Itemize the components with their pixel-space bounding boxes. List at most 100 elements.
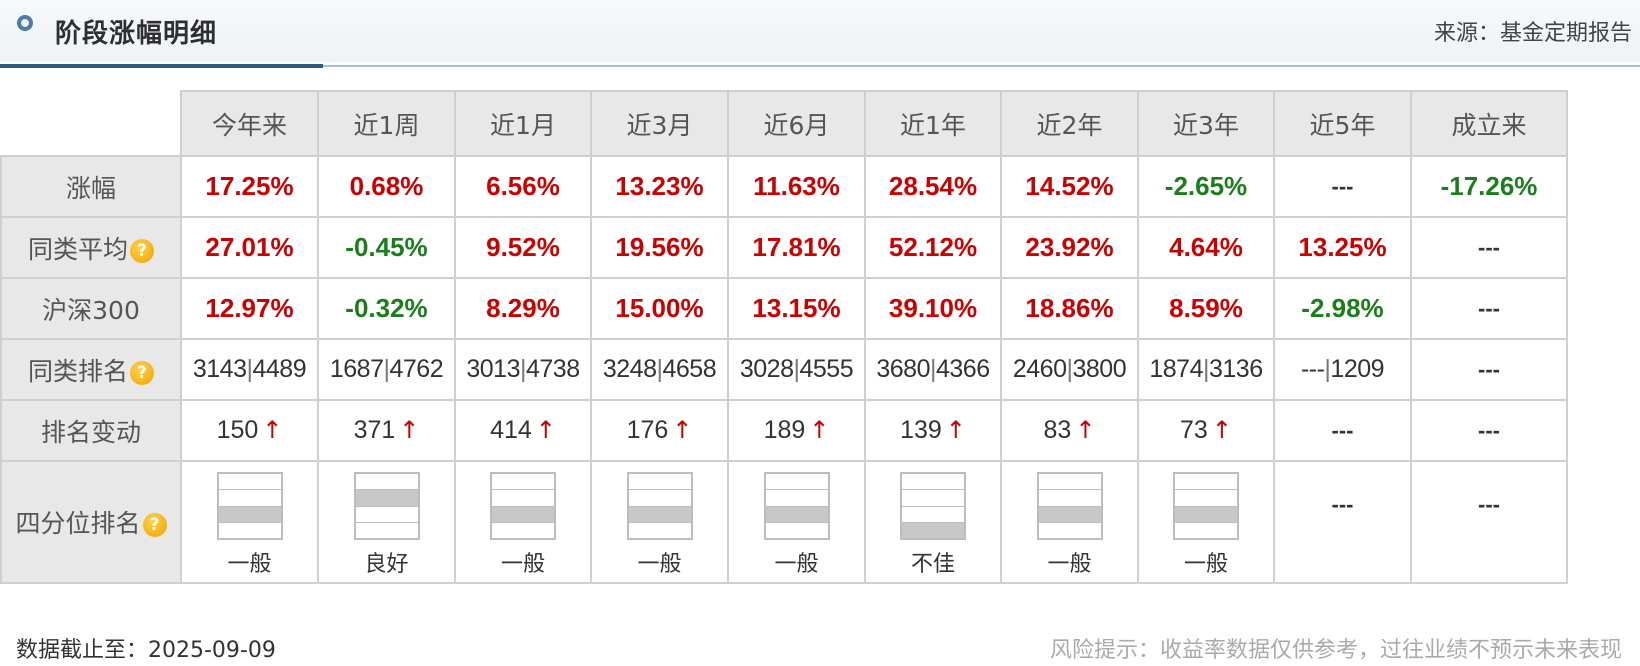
cell: -2.65% (1137, 155, 1275, 218)
row-label-gain: 涨幅 (0, 155, 182, 218)
up-arrow-icon: ↑ (1075, 416, 1096, 444)
table-header-row: 今年来 近1周 近1月 近3月 近6月 近1年 近2年 近3年 近5年 成立来 (0, 90, 1568, 157)
quartile-segment (218, 474, 281, 491)
rank-value: 3013|4738 (466, 355, 580, 383)
value: 8.59% (1169, 293, 1243, 323)
quartile-chart (763, 472, 830, 540)
cell: 52.12% (864, 216, 1002, 279)
data-source: 来源：基金定期报告 (1433, 21, 1632, 46)
table-row-quartile: 四分位排名? 一般 良好 一般 一般 一般 不佳 一般 一般 --- --- (0, 460, 1568, 584)
cell: --- (1410, 460, 1568, 584)
row-label-peer_rank: 同类排名? (0, 338, 182, 401)
quartile-segment (1038, 522, 1101, 538)
rank-position: 3013 (466, 355, 520, 383)
rank-total: 3136 (1209, 355, 1263, 383)
value: 189 (763, 416, 806, 444)
rank-separator: | (930, 355, 937, 383)
rank-separator: | (520, 355, 527, 383)
quartile-segment (355, 522, 418, 538)
row-label-rank_change: 排名变动 (0, 399, 182, 462)
rank-separator: | (793, 355, 801, 383)
rank-total: 4555 (799, 355, 854, 383)
value: 9.52% (486, 232, 560, 262)
value: --- (1478, 295, 1500, 321)
cell: 0.68% (317, 155, 456, 218)
quartile-segment (902, 506, 964, 523)
value: 28.54% (888, 171, 978, 201)
cell: 14.52% (1000, 155, 1139, 218)
cell: 一般 (180, 460, 319, 584)
up-arrow-icon: ↑ (535, 416, 556, 444)
value: 150 (216, 416, 259, 444)
rank-total: 4658 (662, 355, 717, 383)
quartile-label: 一般 (227, 552, 272, 577)
ring-icon (17, 15, 33, 31)
cell: 一般 (1000, 460, 1139, 584)
column-header: 近6月 (727, 90, 866, 157)
rank-separator: | (1203, 355, 1210, 383)
row-label-quartile: 四分位排名? (0, 460, 182, 584)
help-icon[interactable]: ? (142, 513, 167, 537)
cell: 23.92% (1000, 216, 1139, 279)
value: 13.15% (752, 293, 841, 323)
rank-position: 1874 (1149, 355, 1203, 383)
cell: 27.01% (180, 216, 319, 279)
cell: 良好 (317, 460, 456, 584)
help-icon[interactable]: ? (130, 360, 154, 385)
cell: 15.00% (590, 277, 729, 340)
row-label-text: 沪深300 (42, 295, 140, 325)
row-label-text: 涨幅 (65, 173, 116, 203)
cell: 3013|4738 (454, 338, 592, 401)
value: -0.45% (345, 232, 428, 262)
value: --- (1478, 234, 1500, 260)
table-row-peer-rank: 同类排名? 3143|4489 1687|4762 3013|4738 3248|465… (0, 338, 1568, 401)
quartile-segment (1175, 522, 1237, 538)
value: 39.10% (888, 293, 978, 323)
rank-position: 3680 (876, 355, 930, 383)
quartile-label: 一般 (774, 552, 819, 577)
cell: 13.15% (727, 277, 866, 340)
value: 17.25% (205, 171, 294, 201)
cell: 9.52% (454, 216, 592, 279)
up-arrow-icon: ↑ (1211, 416, 1232, 444)
rank-total: 3800 (1072, 355, 1127, 383)
rank-total: 4762 (389, 355, 444, 383)
value: 83 (1043, 416, 1072, 444)
value: --- (1478, 492, 1500, 517)
value: --- (1478, 417, 1500, 443)
quartile-chart (1036, 472, 1103, 540)
value: 15.00% (615, 293, 704, 323)
value: 4.64% (1169, 232, 1243, 262)
cell: 不佳 (864, 460, 1002, 584)
value: --- (1478, 356, 1500, 382)
cell: -17.26% (1410, 155, 1568, 218)
data-as-of-date: 数据截止至：2025-09-09 (16, 638, 276, 663)
cell: 39.10% (864, 277, 1002, 340)
cell: 1687|4762 (317, 338, 456, 401)
rank-separator: | (1324, 355, 1331, 383)
column-header: 成立来 (1410, 90, 1568, 157)
rank-total: 4738 (526, 355, 580, 383)
risk-disclaimer: 风险提示：收益率数据仅供参考，过往业绩不预示未来表现 (1049, 638, 1622, 663)
quartile-segment (765, 474, 828, 491)
row-label-text: 同类排名 (27, 356, 128, 386)
value: 18.86% (1025, 293, 1114, 323)
row-label-text: 四分位排名 (15, 509, 141, 538)
up-arrow-icon: ↑ (945, 416, 966, 444)
value: 13.25% (1298, 232, 1387, 262)
value: -0.32% (345, 293, 428, 323)
quartile-chart (353, 472, 420, 540)
table-row-hs300: 沪深300 12.97% -0.32% 8.29% 15.00% 13.15% 39.10%… (0, 277, 1568, 340)
rank-separator: | (656, 355, 664, 383)
quartile-segment (355, 490, 418, 507)
value: --- (1331, 173, 1354, 199)
cell: 一般 (454, 460, 592, 584)
table-row-peer_avg: 同类平均? 27.01% -0.45% 9.52% 19.56% 17.81% 52.12%… (0, 216, 1568, 279)
value: 52.12% (888, 232, 978, 262)
cell: 4.64% (1137, 216, 1275, 279)
help-icon[interactable]: ? (130, 238, 154, 263)
cell: 83 ↑ (1000, 399, 1139, 462)
cell: 2460|3800 (1000, 338, 1139, 401)
cell: 73 ↑ (1137, 399, 1275, 462)
rank-total: 1209 (1330, 355, 1385, 383)
